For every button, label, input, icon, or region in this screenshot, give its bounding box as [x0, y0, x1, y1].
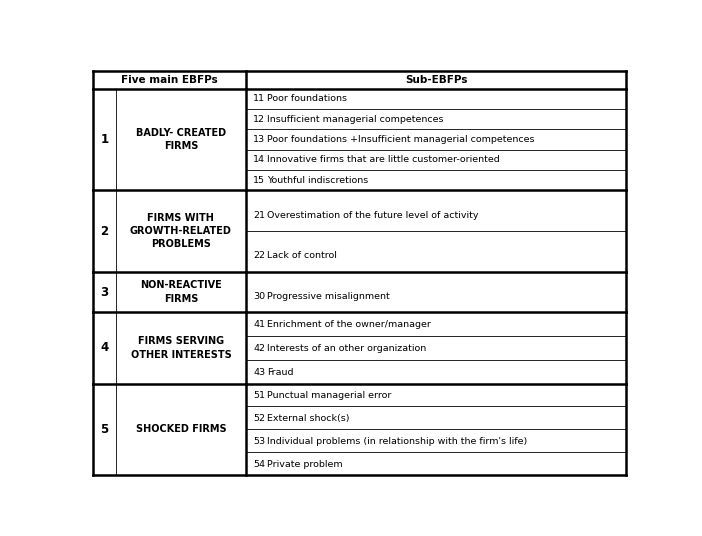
- Text: 52: 52: [253, 414, 265, 423]
- Text: Poor foundations +Insufficient managerial competences: Poor foundations +Insufficient manageria…: [267, 135, 534, 144]
- Text: SHOCKED FIRMS: SHOCKED FIRMS: [135, 425, 226, 434]
- Text: 14: 14: [253, 155, 265, 165]
- Text: Sub-EBFPs: Sub-EBFPs: [405, 75, 468, 85]
- Text: FIRMS WITH
GROWTH-RELATED
PROBLEMS: FIRMS WITH GROWTH-RELATED PROBLEMS: [130, 213, 232, 249]
- Text: Lack of control: Lack of control: [267, 251, 337, 260]
- Text: 3: 3: [100, 286, 108, 299]
- Text: Interests of an other organization: Interests of an other organization: [267, 344, 426, 353]
- Text: 53: 53: [253, 437, 265, 446]
- Text: NON-REACTIVE
FIRMS: NON-REACTIVE FIRMS: [140, 280, 222, 304]
- Text: 43: 43: [253, 368, 265, 377]
- Text: 21: 21: [253, 211, 265, 220]
- Text: 54: 54: [253, 459, 265, 468]
- Text: 4: 4: [100, 341, 109, 354]
- Text: Punctual managerial error: Punctual managerial error: [267, 391, 392, 400]
- Text: External shock(s): External shock(s): [267, 414, 350, 423]
- Text: 12: 12: [253, 115, 265, 124]
- Text: 1: 1: [100, 133, 108, 146]
- Text: 51: 51: [253, 391, 265, 400]
- Text: FIRMS SERVING
OTHER INTERESTS: FIRMS SERVING OTHER INTERESTS: [131, 337, 231, 360]
- Text: Private problem: Private problem: [267, 459, 343, 468]
- Text: BADLY- CREATED
FIRMS: BADLY- CREATED FIRMS: [135, 128, 226, 151]
- Text: Individual problems (in relationship with the firm's life): Individual problems (in relationship wit…: [267, 437, 527, 446]
- Text: 2: 2: [100, 225, 108, 237]
- Text: 11: 11: [253, 94, 265, 103]
- Text: Enrichment of the owner/manager: Enrichment of the owner/manager: [267, 321, 431, 330]
- Text: 22: 22: [253, 251, 265, 260]
- Text: 30: 30: [253, 292, 265, 301]
- Text: 41: 41: [253, 321, 265, 330]
- Text: Fraud: Fraud: [267, 368, 293, 377]
- Text: Five main EBFPs: Five main EBFPs: [121, 75, 218, 85]
- Text: 13: 13: [253, 135, 265, 144]
- Text: Progressive misalignment: Progressive misalignment: [267, 292, 390, 301]
- Text: Poor foundations: Poor foundations: [267, 94, 347, 103]
- Text: Overestimation of the future level of activity: Overestimation of the future level of ac…: [267, 211, 479, 220]
- Text: Innovative firms that are little customer-oriented: Innovative firms that are little custome…: [267, 155, 500, 165]
- Text: Insufficient managerial competences: Insufficient managerial competences: [267, 115, 444, 124]
- Text: Youthful indiscretions: Youthful indiscretions: [267, 176, 369, 185]
- Text: 42: 42: [253, 344, 265, 353]
- Text: 15: 15: [253, 176, 265, 185]
- Text: 5: 5: [100, 423, 109, 436]
